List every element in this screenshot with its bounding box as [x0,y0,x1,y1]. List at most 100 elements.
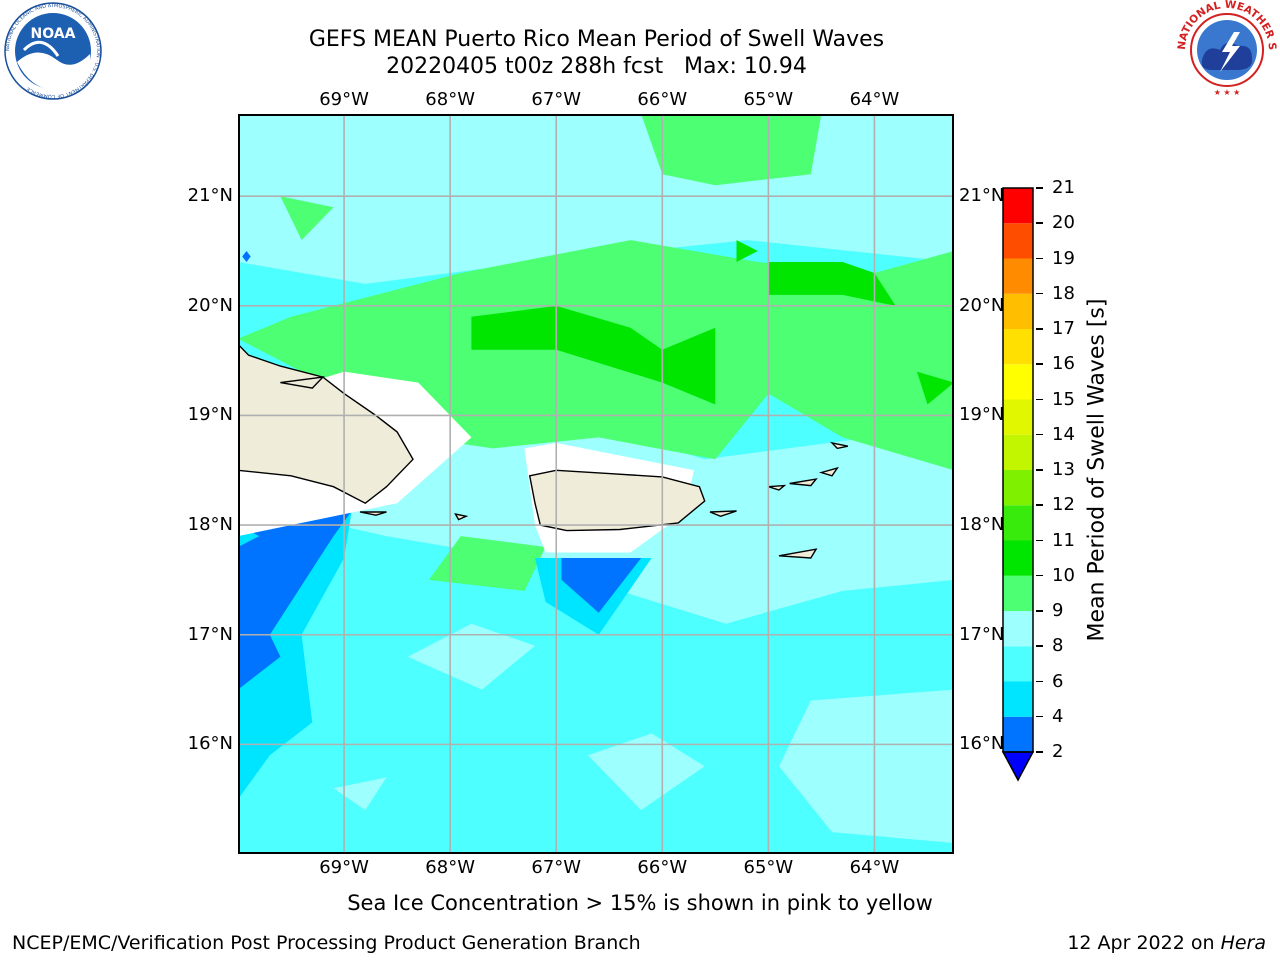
colorbar-tick-label: 16 [1052,353,1075,375]
land-caicos [280,376,325,389]
land-hispaniola [238,343,414,505]
colorbar-tick-label: 15 [1052,388,1075,410]
colorbar-tick-label: 17 [1052,318,1075,339]
lat-tick-label-right: 16°N [959,733,1005,755]
lat-tick-label-left: 20°N [187,294,233,316]
lon-tick-label-bottom: 67°W [531,857,582,878]
colorbar-tick-mark [1036,257,1043,259]
contour-region-4 [333,777,387,811]
contour-region-10 [471,305,716,405]
colorbar-tick-mark [1036,328,1043,330]
credit-text: NCEP/EMC/Verification Post Processing Pr… [12,932,641,954]
colorbar-tick-mark [1036,680,1043,682]
swell-period-map [238,114,954,854]
colorbar-tick-mark [1036,187,1043,189]
noaa-logo-text: NOAA [31,26,76,42]
lon-tick-label-bottom: 65°W [743,857,794,878]
contour-region-5 [588,733,705,811]
land-mona [454,513,469,521]
land-anegada [829,441,849,450]
colorbar-tick-label: 12 [1052,494,1075,516]
land-virgin-gorda [818,466,839,477]
colorbar-tick-label: 21 [1052,177,1075,198]
colorbar-tick-mark [1036,539,1043,541]
contour-region-2 [779,689,954,843]
sea-ice-note: Sea Ice Concentration > 15% is shown in … [347,891,933,915]
lat-tick-label-right: 21°N [959,185,1005,207]
contour-region-18 [561,558,642,613]
map-border [238,114,954,854]
colorbar-tick-label: 19 [1052,247,1075,269]
colorbar-segment [1003,575,1033,611]
colorbar [1001,187,1035,782]
lon-tick-label-bottom: 69°W [319,857,369,878]
contour-region-13 [736,240,758,262]
colorbar-segment [1003,258,1033,294]
colorbar-tick-label: 11 [1052,529,1075,551]
nws-logo: NATIONAL WEATHER SERVICE ★ ★ ★ [1176,0,1278,97]
colorbar-segment [1003,223,1033,259]
lat-tick-label-left: 19°N [187,404,233,426]
colorbar-segment [1003,646,1033,682]
lon-tick-label-top: 67°W [531,89,582,110]
colorbar-segment [1003,681,1033,717]
colorbar-segment [1003,399,1033,435]
land-vieques [709,510,737,518]
contour-region-9 [280,196,334,241]
colorbar-tick-label: 4 [1052,705,1064,727]
land-st-john-tortola [789,478,818,487]
colorbar-segment [1003,329,1033,365]
colorbar-segment [1003,470,1033,506]
colorbar-tick-mark [1036,751,1043,753]
colorbar-tick-label: 14 [1052,423,1075,445]
colorbar-tick-mark [1036,469,1043,471]
colorbar-segment [1003,611,1033,647]
colorbar-tick-mark [1036,292,1043,295]
machine-name: Hera [1220,932,1266,954]
colorbar-border [1002,187,1034,753]
lon-tick-label-top: 68°W [425,89,475,110]
colorbar-segment [1003,716,1033,752]
contour-region-12 [916,371,954,405]
colorbar-tick-mark [1036,398,1043,400]
lat-tick-label-left: 21°N [187,185,233,207]
lon-tick-label-bottom: 64°W [849,857,900,878]
colorbar-segment [1003,540,1033,576]
colorbar-tick-label: 9 [1052,600,1064,621]
colorbar-segment [1003,364,1033,400]
contour-region-8 [428,536,546,591]
lon-tick-label-top: 64°W [849,89,900,110]
colorbar-tick-label: 13 [1052,459,1075,480]
contour-region-11 [768,262,896,306]
colorbar-segment [1003,505,1033,541]
colorbar-segment [1003,188,1033,224]
colorbar-segment [1003,434,1033,470]
lon-tick-label-bottom: 68°W [425,857,475,878]
colorbar-tick-mark [1036,715,1043,718]
svg-text:★ ★ ★: ★ ★ ★ [1214,88,1241,97]
contour-region-7 [641,114,822,186]
land-saona [359,511,387,516]
date-text: 12 Apr 2022 on [1067,932,1215,954]
colorbar-label: Mean Period of Swell Waves [s] [1084,298,1110,642]
colorbar-tick-mark [1036,504,1043,506]
colorbar-tick-mark [1036,363,1043,365]
noaa-logo: NOAA NATIONAL OCEANIC AND ATMOSPHERIC AD… [4,2,102,100]
colorbar-under-arrow [1001,751,1035,782]
land-st-thomas [768,484,787,491]
lon-tick-label-top: 69°W [319,89,369,110]
lat-tick-label-right: 20°N [959,294,1005,316]
colorbar-tick-mark [1036,574,1043,577]
lat-tick-label-right: 19°N [959,404,1005,426]
lat-tick-label-right: 18°N [959,514,1005,536]
lat-tick-label-left: 16°N [187,733,233,755]
colorbar-tick-mark [1036,222,1043,224]
lon-tick-label-top: 66°W [637,89,688,110]
lat-tick-label-left: 17°N [187,623,233,645]
lat-tick-label-right: 17°N [959,623,1005,645]
colorbar-tick-label: 10 [1052,564,1075,586]
colorbar-tick-label: 6 [1052,670,1064,692]
chart-title: GEFS MEAN Puerto Rico Mean Period of Swe… [308,27,885,52]
date-stamp: 12 Apr 2022 on Hera [1067,932,1266,954]
contour-region-17 [238,492,366,690]
